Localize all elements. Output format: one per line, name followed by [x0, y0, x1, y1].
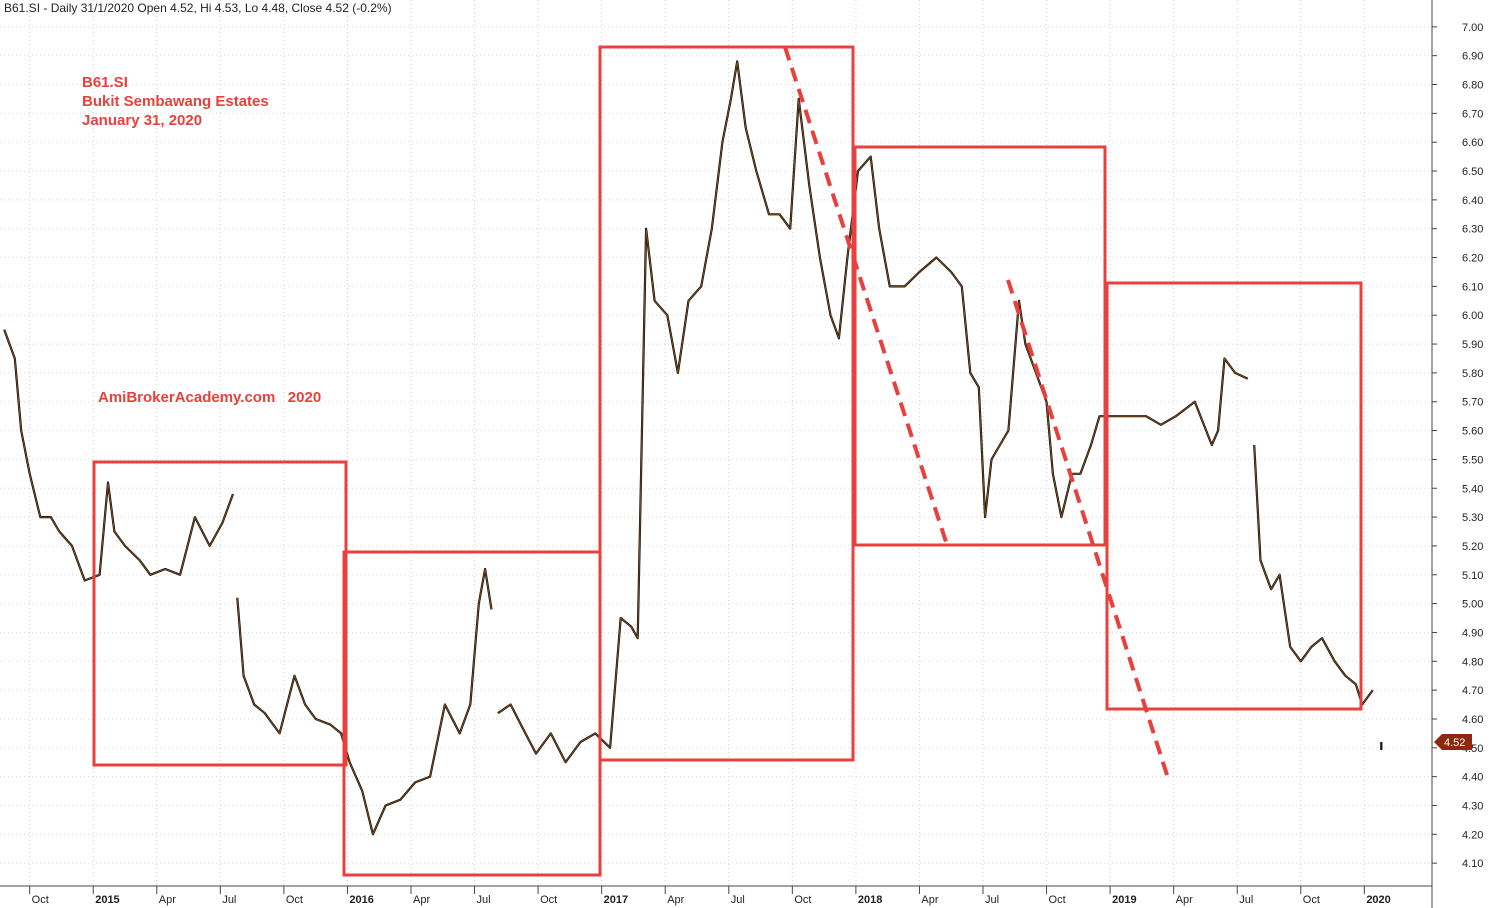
x-tick-label: Apr [921, 894, 938, 906]
watermark: AmiBrokerAcademy.com 2020 [98, 389, 321, 406]
y-tick-label: 6.40 [1462, 195, 1483, 207]
y-tick-label: 5.40 [1462, 483, 1483, 495]
x-tick-label: Oct [286, 894, 303, 906]
y-tick-label: 6.00 [1462, 310, 1483, 322]
y-tick-label: 5.10 [1462, 570, 1483, 582]
y-tick-label: 5.60 [1462, 426, 1483, 438]
y-tick-label: 6.60 [1462, 137, 1483, 149]
annotation: B61.SI [82, 74, 128, 91]
y-tick-label: 4.60 [1462, 714, 1483, 726]
y-tick-label: 5.20 [1462, 541, 1483, 553]
y-tick-label: 4.30 [1462, 800, 1483, 812]
x-tick-label: Jul [731, 894, 745, 906]
x-tick-label: Apr [667, 894, 684, 906]
header: B61.SI - Daily 31/1/2020 Open 4.52, Hi 4… [4, 1, 392, 15]
x-tick-label: Oct [32, 894, 49, 906]
y-tick-label: 5.70 [1462, 397, 1483, 409]
y-tick-label: 5.50 [1462, 454, 1483, 466]
last-price-label: 4.52 [1444, 737, 1465, 749]
price-overlay [1253, 444, 1374, 706]
annotation: Bukit Sembawang Estates [82, 93, 269, 110]
x-tick-label: Oct [1049, 894, 1066, 906]
x-tick-label: 2020 [1366, 894, 1390, 906]
grid [0, 0, 1432, 886]
annotation: January 31, 2020 [82, 112, 202, 129]
y-tick-label: 7.00 [1462, 22, 1483, 34]
x-tick-label: Jul [222, 894, 236, 906]
x-tick-label: Oct [540, 894, 557, 906]
range-box [92, 460, 348, 767]
x-tick-label: Jul [1239, 894, 1253, 906]
y-tick-label: 4.70 [1462, 685, 1483, 697]
y-tick-label: 4.80 [1462, 656, 1483, 668]
x-tick-label: Oct [1303, 894, 1320, 906]
y-tick-label: 6.30 [1462, 224, 1483, 236]
annotation-shapes [92, 45, 1363, 877]
range-box [853, 145, 1107, 547]
range-box [598, 45, 855, 762]
x-tick-label: 2019 [1112, 894, 1136, 906]
axes: 4.104.204.304.404.504.604.704.804.905.00… [29, 22, 1483, 906]
price-overlay [3, 329, 234, 582]
x-tick-label: Oct [794, 894, 811, 906]
x-tick-label: Apr [413, 894, 430, 906]
y-tick-label: 4.90 [1462, 627, 1483, 639]
y-tick-label: 6.70 [1462, 108, 1483, 120]
last-price-tag [1434, 734, 1472, 751]
y-tick-label: 6.10 [1462, 281, 1483, 293]
x-tick-label: Jul [985, 894, 999, 906]
series [3, 60, 1383, 836]
y-tick-label: 6.20 [1462, 253, 1483, 265]
y-tick-label: 6.90 [1462, 51, 1483, 63]
x-tick-label: Jul [477, 894, 491, 906]
y-tick-label: 6.80 [1462, 80, 1483, 92]
y-tick-label: 6.50 [1462, 166, 1483, 178]
x-tick-label: 2016 [349, 894, 373, 906]
price-overlay [497, 61, 1248, 763]
x-tick-label: 2018 [858, 894, 882, 906]
y-tick-label: 5.90 [1462, 339, 1483, 351]
y-tick-label: 5.30 [1462, 512, 1483, 524]
x-tick-label: Apr [1176, 894, 1193, 906]
range-box [1105, 281, 1363, 711]
x-tick-label: 2015 [95, 894, 119, 906]
price-overlay [236, 568, 492, 836]
x-tick-label: Apr [159, 894, 176, 906]
y-tick-label: 4.20 [1462, 829, 1483, 841]
y-tick-label: 5.00 [1462, 599, 1483, 611]
y-tick-label: 4.10 [1462, 858, 1483, 870]
y-tick-label: 5.80 [1462, 368, 1483, 380]
x-tick-label: 2017 [604, 894, 628, 906]
y-tick-label: 4.40 [1462, 772, 1483, 784]
